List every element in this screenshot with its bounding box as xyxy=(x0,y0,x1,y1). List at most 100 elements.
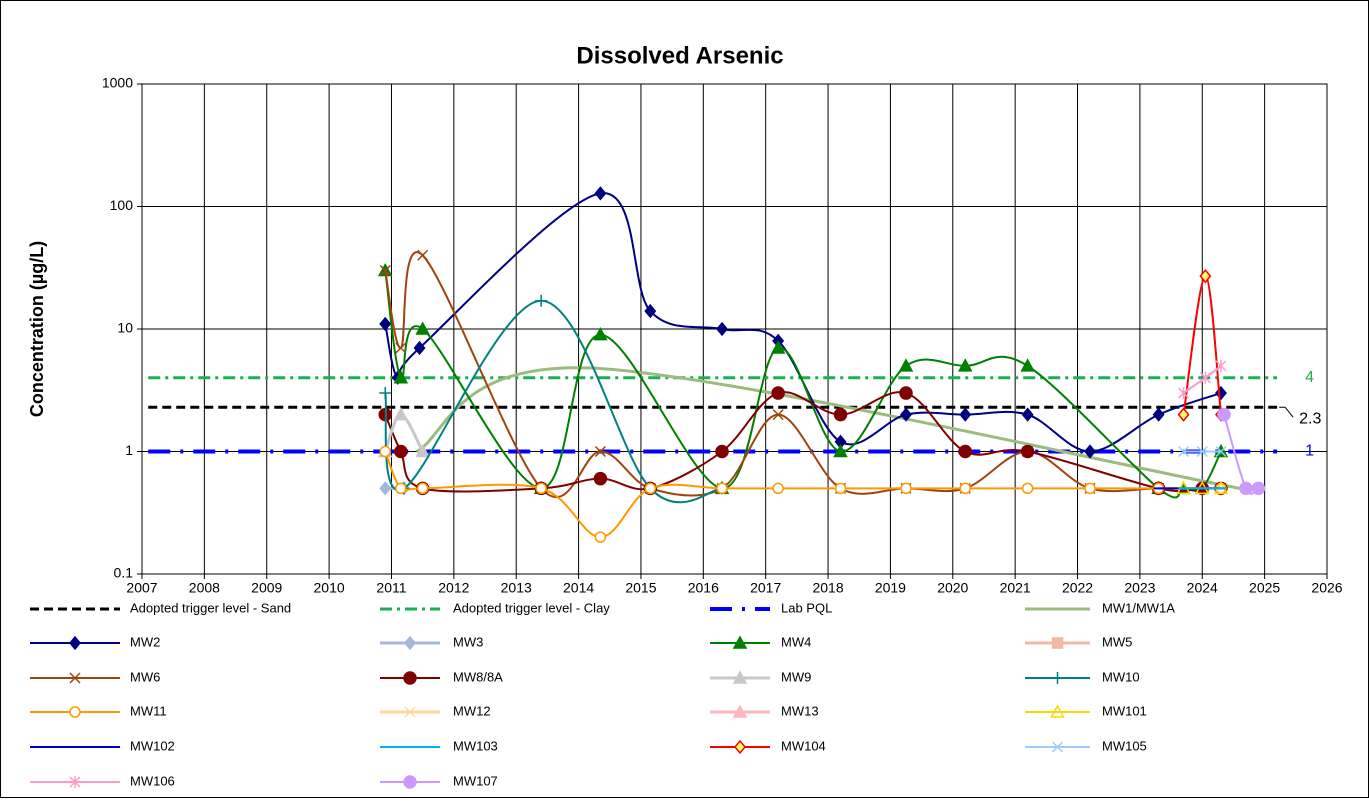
data-point xyxy=(834,482,847,495)
legend-label: MW101 xyxy=(1102,703,1147,718)
data-point xyxy=(1215,359,1227,372)
x-tick-label: 2022 xyxy=(1062,580,1093,596)
x-tick-label: 2015 xyxy=(625,580,656,596)
data-point xyxy=(395,482,407,495)
legend-label: MW10 xyxy=(1102,669,1140,684)
data-point xyxy=(716,482,728,495)
legend-marker xyxy=(734,739,746,755)
legend-entry: MW5 xyxy=(1025,634,1132,649)
legend-entry: Adopted trigger level - Sand xyxy=(30,600,291,615)
legend-label: MW103 xyxy=(453,738,498,753)
data-point xyxy=(644,482,657,495)
data-point xyxy=(593,327,608,341)
legend-marker xyxy=(1051,637,1064,649)
legend-label: MW13 xyxy=(781,703,819,718)
data-point xyxy=(1199,371,1211,384)
legend-label: MW3 xyxy=(453,634,483,649)
data-point xyxy=(898,358,914,372)
legend-entry: MW101 xyxy=(1025,703,1147,718)
chart-title: Dissolved Arsenic xyxy=(576,42,783,69)
x-tick-label: 2011 xyxy=(376,580,406,596)
x-tick-label: 2014 xyxy=(563,580,594,596)
legend-entry: Lab PQL xyxy=(710,600,832,615)
y-tick-label: 100 xyxy=(110,197,134,213)
data-point xyxy=(1021,407,1034,422)
data-point xyxy=(1021,482,1034,495)
legend-marker xyxy=(732,704,748,718)
data-point xyxy=(716,321,729,337)
data-point xyxy=(594,531,607,543)
y-tick-label: 0.1 xyxy=(114,565,134,581)
x-tick-label: 2016 xyxy=(688,580,719,596)
data-point xyxy=(415,443,430,458)
series-line xyxy=(384,299,723,504)
legend-entry: MW105 xyxy=(1025,738,1147,753)
legend-label: MW12 xyxy=(453,703,491,718)
legend-label: MW102 xyxy=(130,738,175,753)
data-point xyxy=(771,386,785,400)
y-tick-label: 1 xyxy=(125,442,133,458)
legend-entry: MW12 xyxy=(380,703,491,718)
legend-entry: Adopted trigger level - Clay xyxy=(380,600,610,615)
y-axis-label: Concentration (µg/L) xyxy=(27,241,47,417)
data-point xyxy=(395,342,407,354)
legend-entry: MW10 xyxy=(1025,669,1140,684)
data-point xyxy=(1251,481,1266,496)
legend-entry: MW9 xyxy=(710,669,811,684)
data-point xyxy=(715,444,729,459)
data-point xyxy=(958,444,973,459)
x-tick-label: 2009 xyxy=(251,580,282,596)
x-tick-label: 2025 xyxy=(1249,580,1280,596)
data-point xyxy=(1020,444,1035,459)
data-point xyxy=(1196,445,1208,458)
x-tick-label: 2024 xyxy=(1187,580,1218,596)
end-label: 4 xyxy=(1305,369,1314,386)
x-tick-label: 2020 xyxy=(937,580,968,596)
end-label: 2.3 xyxy=(1299,410,1321,427)
x-tick-label: 2007 xyxy=(126,580,157,596)
data-point xyxy=(416,482,429,495)
legend-label: MW8/8A xyxy=(453,669,503,684)
legend-marker xyxy=(404,635,416,651)
x-tick-label: 2018 xyxy=(812,580,843,596)
data-point xyxy=(594,186,607,201)
data-point xyxy=(1020,358,1035,372)
legend-entry: MW4 xyxy=(710,634,811,649)
data-point xyxy=(415,321,430,335)
legend-entry: MW13 xyxy=(710,703,819,718)
data-point xyxy=(593,471,608,486)
x-tick-label: 2019 xyxy=(875,580,906,596)
data-point xyxy=(1084,482,1096,495)
legend-label: MW1/MW1A xyxy=(1102,600,1175,615)
legend-marker xyxy=(732,635,748,649)
legend-label: MW105 xyxy=(1102,738,1147,753)
legend-label: MW6 xyxy=(130,669,160,684)
data-point xyxy=(1152,407,1165,422)
legend-label: MW11 xyxy=(130,703,167,718)
x-tick-label: 2023 xyxy=(1124,580,1155,596)
legend-entry: MW107 xyxy=(380,773,498,789)
data-point xyxy=(1178,445,1190,458)
end-label: 1 xyxy=(1305,443,1314,460)
data-point xyxy=(379,481,392,496)
data-point xyxy=(644,303,657,319)
legend-entry: MW11 xyxy=(30,703,167,718)
data-point xyxy=(900,407,912,422)
data-point xyxy=(1199,268,1212,284)
legend-marker xyxy=(404,706,416,718)
data-point xyxy=(772,409,784,421)
data-point xyxy=(594,445,606,458)
x-tick-label: 2017 xyxy=(750,580,781,596)
data-point xyxy=(770,340,786,354)
x-tick-label: 2013 xyxy=(501,580,532,596)
legend-label: Lab PQL xyxy=(781,600,832,615)
data-point xyxy=(900,482,912,495)
data-point xyxy=(379,316,392,332)
legend-marker xyxy=(69,672,81,684)
data-point xyxy=(833,407,848,422)
data-point xyxy=(535,482,547,495)
legend-entry: MW6 xyxy=(30,669,160,684)
data-point xyxy=(959,482,972,495)
legend-label: MW107 xyxy=(453,773,498,788)
